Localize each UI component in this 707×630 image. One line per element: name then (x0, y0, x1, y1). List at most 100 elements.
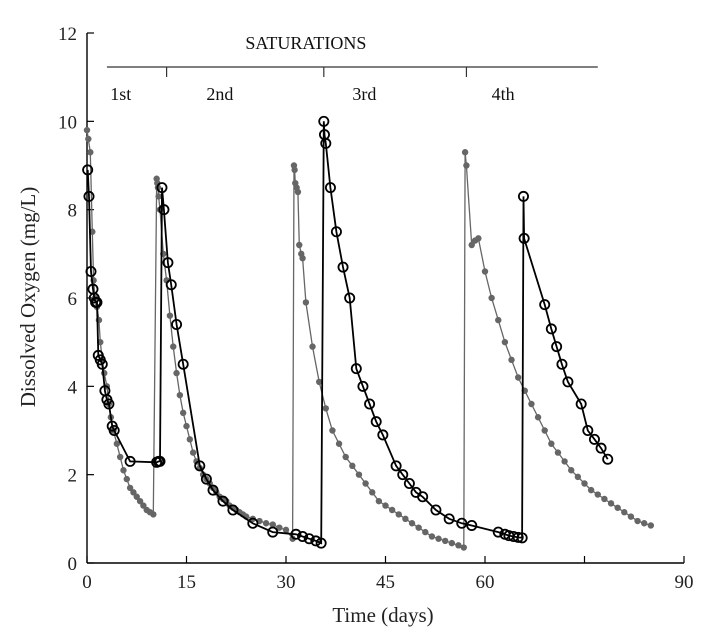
data-point-filled (548, 440, 555, 447)
data-point-filled (475, 235, 482, 242)
data-point-filled (289, 535, 296, 542)
saturations-label: SATURATIONS (245, 33, 366, 53)
data-point-filled (641, 520, 648, 527)
data-point-filled (435, 535, 442, 542)
data-point-open (177, 358, 189, 370)
data-point-filled (126, 484, 134, 492)
data-point-filled (173, 369, 180, 377)
data-point-filled (130, 489, 137, 496)
data-point-open (512, 531, 524, 543)
data-point-filled (594, 491, 601, 498)
data-point-filled (262, 520, 270, 527)
data-point-filled (170, 343, 177, 350)
data-point-filled (528, 400, 535, 408)
phase-label-2nd: 2nd (206, 84, 233, 104)
y-tick-label: 2 (68, 466, 78, 487)
data-point-filled (375, 497, 383, 505)
data-point-open (124, 455, 136, 467)
data-point-open (247, 517, 259, 529)
data-point-open (357, 380, 369, 392)
data-point-open (82, 164, 94, 176)
data-point-filled (291, 166, 298, 174)
data-point-open (492, 526, 504, 538)
data-point-filled (495, 316, 502, 324)
y-tick-label: 10 (58, 112, 77, 133)
data-point-filled (581, 480, 588, 487)
data-point-filled (568, 467, 575, 474)
data-point-open (87, 283, 99, 295)
data-point-open (364, 398, 376, 410)
data-point-filled (402, 515, 409, 523)
data-point-open (320, 137, 332, 149)
data-point-open (518, 232, 530, 244)
saturations-annotations: SATURATIONS 1st 2nd 3rd 4th (106, 33, 598, 104)
data-point-filled (587, 486, 595, 494)
series-open-circles (82, 115, 614, 549)
data-point-filled (166, 312, 174, 319)
data-point-filled (113, 440, 121, 447)
y-tick-label: 12 (58, 24, 77, 45)
data-point-filled (460, 544, 467, 551)
data-point-open (390, 460, 402, 472)
data-point-open (539, 299, 551, 311)
data-point-open (344, 292, 356, 304)
data-point-open (303, 533, 315, 545)
data-point-filled (83, 126, 91, 134)
data-point-filled (335, 440, 343, 447)
phase-label-3rd: 3rd (352, 84, 376, 104)
data-point-filled (541, 427, 548, 434)
data-point-filled (355, 471, 363, 478)
data-point-open (602, 453, 614, 465)
data-point-filled (455, 542, 462, 549)
data-point-filled (116, 453, 124, 461)
data-point-open (165, 279, 177, 291)
x-axis-label: Time (days) (332, 603, 433, 627)
data-point-filled (186, 436, 194, 443)
y-tick-label: 6 (68, 289, 78, 310)
data-point-filled (322, 405, 329, 412)
data-point-open (595, 442, 607, 454)
series-line (86, 130, 652, 549)
data-point-filled (87, 149, 94, 156)
data-point-filled (461, 149, 469, 156)
data-point-open (324, 182, 336, 194)
axes: 0 2 4 6 8 10 12 0 15 30 45 60 90 (58, 24, 694, 593)
data-point-open (466, 519, 478, 531)
data-point-filled (514, 374, 522, 381)
data-point-open (99, 385, 111, 397)
data-point-open (207, 484, 219, 496)
data-point-open (556, 358, 568, 370)
x-tick-label: 30 (277, 572, 296, 593)
x-tick-label: 15 (177, 572, 196, 593)
data-point-filled (534, 414, 542, 421)
y-tick-label: 8 (68, 201, 78, 222)
data-point-open (290, 528, 302, 540)
data-point-open (315, 537, 327, 549)
data-point-open (582, 424, 594, 436)
data-point-filled (634, 517, 641, 525)
data-point-filled (415, 524, 422, 531)
data-point-open (162, 257, 174, 269)
data-point-filled (627, 513, 635, 520)
data-point-filled (120, 467, 127, 474)
data-point-open (443, 513, 455, 525)
data-point-filled (136, 497, 144, 505)
plot-area (82, 115, 655, 551)
data-point-open (194, 460, 206, 472)
data-point-filled (302, 299, 310, 306)
data-point-filled (468, 241, 475, 249)
data-point-open (575, 398, 587, 410)
x-tick-label: 90 (675, 572, 694, 593)
data-point-filled (442, 537, 449, 545)
data-point-filled (282, 526, 290, 534)
data-point-filled (369, 489, 376, 496)
x-tick-label: 60 (476, 572, 495, 593)
data-point-open (545, 323, 557, 335)
x-tick-label: 45 (376, 572, 395, 593)
data-point-open (297, 531, 309, 543)
data-point-filled (481, 268, 489, 275)
phase-label-4th: 4th (492, 84, 515, 104)
data-point-filled (296, 241, 303, 249)
